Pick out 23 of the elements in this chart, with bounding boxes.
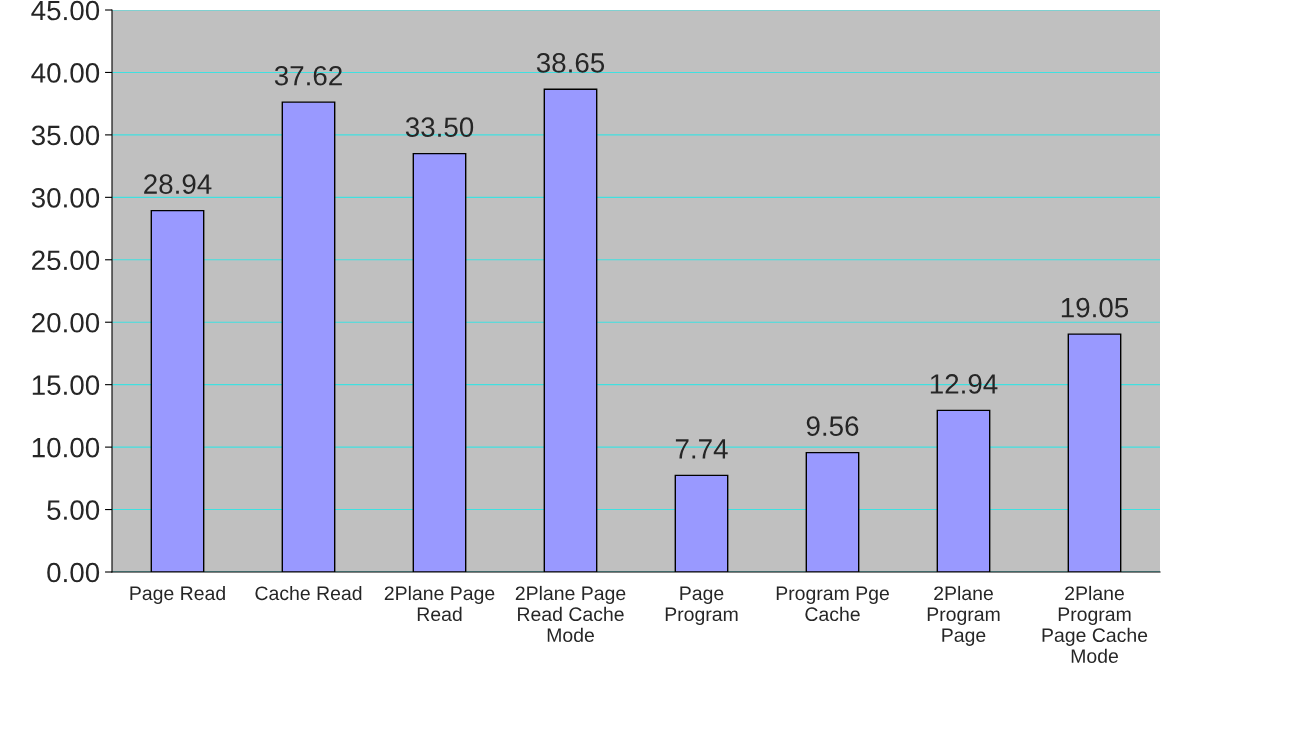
y-tick-label: 45.00 [31,0,100,21]
y-tick-label: 35.00 [31,125,100,146]
x-tick-label: Page Program [665,586,738,625]
x-tick-label: Page Read [130,585,225,605]
y-tick-label: 5.00 [47,500,100,520]
y-tick-label: 40.00 [31,63,100,83]
x-tick-label: 2Plane Program Page [927,585,1000,646]
data-label: 28.94 [144,174,212,194]
x-tick-label: 2Plane Page Read Cache Mode [515,585,626,643]
y-tick-label: 30.00 [31,188,100,208]
x-tick-label: Cache Read [255,585,362,601]
data-label: 9.56 [806,416,859,436]
y-tick-label: 10.00 [32,437,100,458]
data-label: 33.50 [405,117,474,138]
x-tick-label: 2Plane Page Read [384,585,495,622]
data-label: 38.65 [536,53,605,73]
x-tick-label: 2Plane Program Page Cache Mode [1042,585,1148,663]
y-tick-label: 0.00 [47,562,100,583]
x-tick-label: Program Pge Cache [776,586,889,622]
y-tick-label: 15.00 [32,375,100,396]
y-tick-label: 20.00 [32,312,100,333]
data-label: 19.05 [1061,297,1129,318]
y-tick-label: 25.00 [32,250,100,271]
